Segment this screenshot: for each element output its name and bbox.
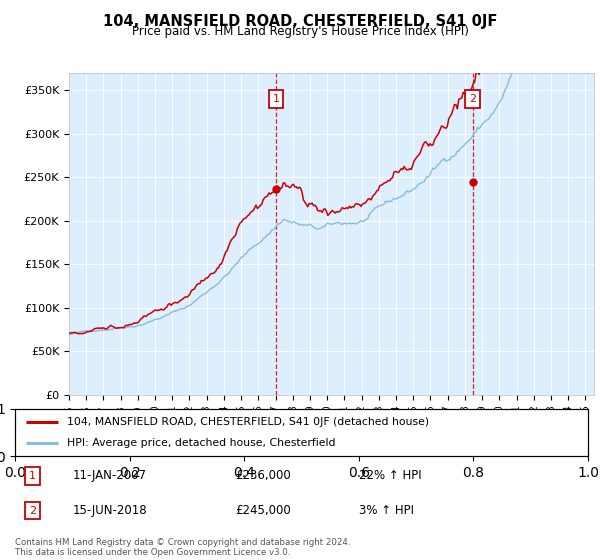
Text: Price paid vs. HM Land Registry's House Price Index (HPI): Price paid vs. HM Land Registry's House … <box>131 25 469 38</box>
Text: 1: 1 <box>29 471 35 481</box>
Text: 2: 2 <box>29 506 36 516</box>
Text: HPI: Average price, detached house, Chesterfield: HPI: Average price, detached house, Ches… <box>67 438 335 448</box>
Text: 104, MANSFIELD ROAD, CHESTERFIELD, S41 0JF: 104, MANSFIELD ROAD, CHESTERFIELD, S41 0… <box>103 14 497 29</box>
Text: Contains HM Land Registry data © Crown copyright and database right 2024.
This d: Contains HM Land Registry data © Crown c… <box>15 538 350 557</box>
Text: 15-JUN-2018: 15-JUN-2018 <box>73 504 147 517</box>
Text: 104, MANSFIELD ROAD, CHESTERFIELD, S41 0JF (detached house): 104, MANSFIELD ROAD, CHESTERFIELD, S41 0… <box>67 417 428 427</box>
Text: 1: 1 <box>272 94 280 104</box>
Text: 3% ↑ HPI: 3% ↑ HPI <box>359 504 414 517</box>
Text: £236,000: £236,000 <box>236 469 292 482</box>
Text: 22% ↑ HPI: 22% ↑ HPI <box>359 469 421 482</box>
Text: 2: 2 <box>469 94 476 104</box>
Text: 11-JAN-2007: 11-JAN-2007 <box>73 469 146 482</box>
Text: £245,000: £245,000 <box>236 504 292 517</box>
